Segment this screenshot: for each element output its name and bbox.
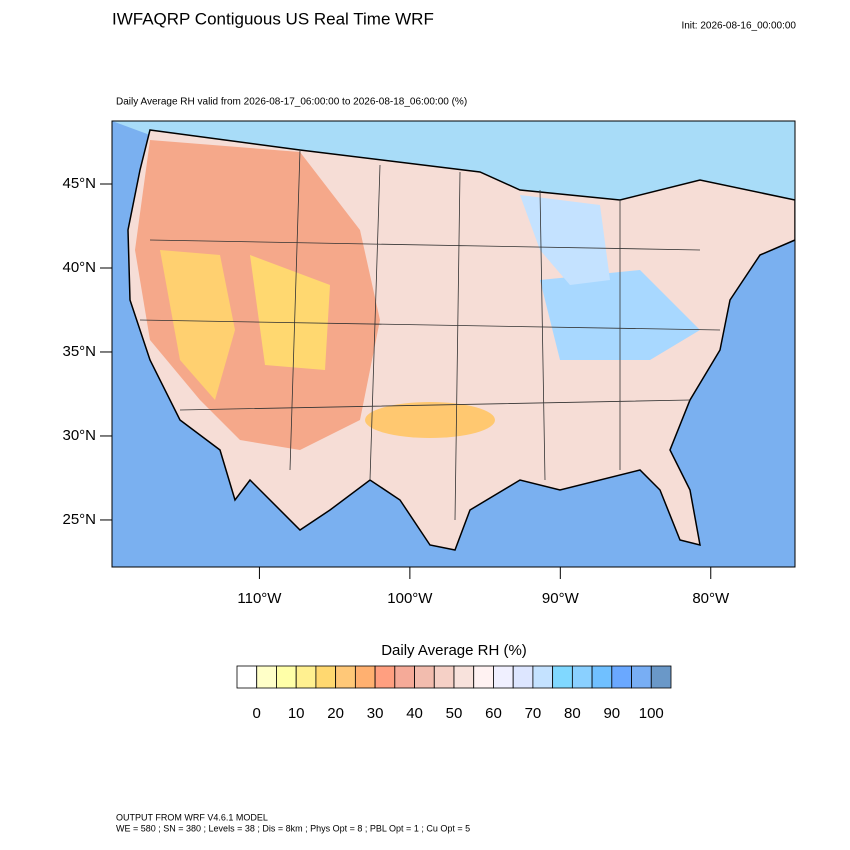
colorbar-box bbox=[335, 665, 356, 689]
canada bbox=[112, 121, 795, 200]
colorbar-box bbox=[631, 665, 652, 689]
dry-patch bbox=[365, 402, 495, 438]
colorbar-box bbox=[512, 665, 534, 689]
colorbar-label: 80 bbox=[564, 705, 581, 722]
colorbar-box bbox=[532, 665, 554, 689]
colorbar-box bbox=[453, 665, 475, 689]
map-frame bbox=[111, 120, 796, 568]
dry-patch bbox=[160, 250, 235, 400]
colorbar-box bbox=[394, 665, 415, 689]
colorbar-box bbox=[374, 665, 396, 689]
dry-patch bbox=[250, 255, 330, 370]
x-tick-label: 90°W bbox=[542, 590, 580, 607]
y-tick-label: 40°N bbox=[62, 259, 96, 276]
init-time: Init: 2026-08-16_00:00:00 bbox=[681, 21, 796, 32]
colorbar-title: Daily Average RH (%) bbox=[381, 642, 527, 659]
colorbar-box bbox=[493, 665, 514, 689]
colorbar-label: 10 bbox=[288, 705, 305, 722]
x-tick-label: 80°W bbox=[692, 590, 730, 607]
moist-lakes bbox=[520, 195, 610, 285]
colorbar-box bbox=[611, 665, 632, 689]
colorbar-box bbox=[256, 665, 277, 689]
footer-line: WE = 580 ; SN = 380 ; Levels = 38 ; Dis … bbox=[116, 823, 470, 833]
colorbar-box bbox=[571, 665, 593, 689]
colorbar-label: 50 bbox=[446, 705, 463, 722]
y-tick-label: 25°N bbox=[62, 511, 96, 528]
colorbar-box bbox=[276, 665, 297, 689]
colorbar-label: 0 bbox=[253, 705, 261, 722]
colorbar-box bbox=[295, 665, 317, 689]
title: IWFAQRP Contiguous US Real Time WRF bbox=[112, 9, 434, 28]
colorbar-box bbox=[433, 665, 455, 689]
colorbar-box bbox=[354, 665, 376, 689]
colorbar-label: 60 bbox=[485, 705, 502, 722]
state-lines bbox=[139, 149, 721, 521]
colorbar-box bbox=[414, 665, 435, 689]
colorbar-label: 100 bbox=[639, 705, 664, 722]
x-tick-label: 110°W bbox=[237, 590, 282, 607]
colorbar-box bbox=[552, 665, 573, 689]
y-tick-label: 35°N bbox=[62, 343, 96, 360]
map-subtitle: Daily Average RH valid from 2026-08-17_0… bbox=[116, 97, 467, 108]
y-tick-label: 45°N bbox=[62, 175, 96, 192]
colorbar-box bbox=[591, 665, 613, 689]
colorbar-box bbox=[236, 665, 258, 689]
colorbar-label: 30 bbox=[367, 705, 384, 722]
x-tick-label: 100°W bbox=[387, 590, 433, 607]
colorbar-box bbox=[650, 665, 672, 689]
footer-line: OUTPUT FROM WRF V4.6.1 MODEL bbox=[116, 812, 268, 822]
map bbox=[111, 120, 796, 568]
colorbar-label: 20 bbox=[327, 705, 344, 722]
colorbar-box bbox=[473, 665, 494, 689]
colorbar-label: 70 bbox=[525, 705, 542, 722]
colorbar-label: 90 bbox=[603, 705, 620, 722]
y-tick-label: 30°N bbox=[62, 427, 96, 444]
colorbar-box bbox=[315, 665, 337, 689]
colorbar-label: 40 bbox=[406, 705, 423, 722]
